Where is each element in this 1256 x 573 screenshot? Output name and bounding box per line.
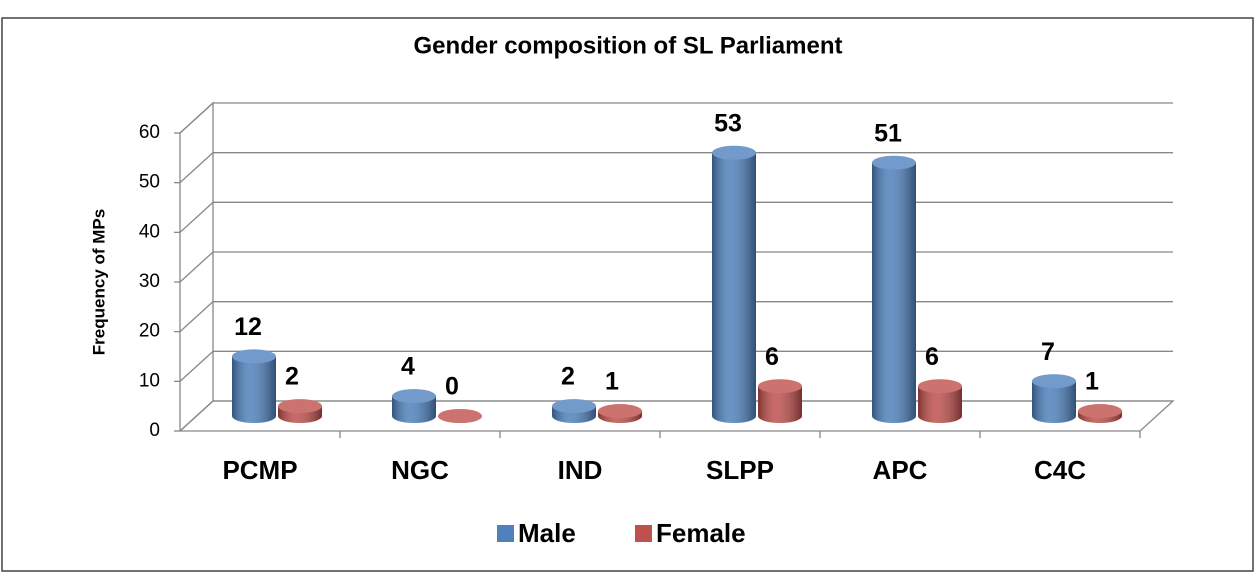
bar-top — [598, 404, 642, 419]
grid-line — [179, 201, 214, 233]
x-tick-label: IND — [558, 455, 603, 485]
bar-top-highlight — [872, 155, 916, 170]
legend-label: Male — [518, 518, 576, 548]
legend-swatch — [497, 525, 514, 542]
y-tick-label: 40 — [139, 221, 160, 242]
bar-top — [918, 379, 962, 394]
bar-top — [1078, 404, 1122, 419]
y-tick-label: 60 — [139, 122, 160, 143]
legend-swatch — [635, 525, 652, 542]
x-tick-label: PCMP — [222, 455, 297, 485]
bar-top — [552, 399, 596, 414]
grid-line — [179, 251, 214, 283]
bar-top-highlight — [1078, 404, 1122, 419]
bar-top — [758, 379, 802, 394]
grid-line — [179, 350, 214, 382]
bar-top-highlight — [552, 399, 596, 414]
value-label: 12 — [234, 313, 262, 341]
value-label: 2 — [285, 363, 299, 391]
bar-top — [392, 389, 436, 404]
bar-top-highlight — [278, 399, 322, 414]
grid-line — [179, 400, 214, 432]
y-tick-label: 20 — [139, 321, 160, 342]
value-label: 0 — [445, 373, 459, 401]
bar-top-highlight — [1032, 374, 1076, 389]
bar-top — [1032, 374, 1076, 389]
y-tick-label: 10 — [139, 370, 160, 391]
floor — [178, 400, 1175, 432]
value-label: 4 — [401, 353, 415, 381]
bar-shading — [712, 152, 756, 423]
bar-top — [712, 145, 756, 160]
bar-shading — [758, 386, 802, 423]
bar-shading — [918, 386, 962, 423]
bar-top — [438, 409, 482, 423]
grid-line — [179, 301, 214, 333]
y-tick-label: 50 — [139, 172, 160, 193]
chart-border — [1, 17, 1254, 572]
value-label: 1 — [1085, 368, 1099, 396]
bar-top-highlight — [598, 404, 642, 419]
x-tick-label: APC — [873, 455, 928, 485]
value-label: 2 — [561, 363, 575, 391]
chart-title: Gender composition of SL Parliament — [414, 32, 843, 59]
legend-label: Female — [656, 518, 746, 548]
x-tick-label: NGC — [391, 455, 449, 485]
bar-shading — [872, 162, 916, 423]
bar-top — [232, 349, 276, 364]
x-tick-label: SLPP — [706, 455, 774, 485]
value-label: 7 — [1041, 338, 1055, 366]
value-label: 51 — [874, 119, 902, 147]
bar-shading — [1032, 381, 1076, 423]
bar-top — [872, 155, 916, 170]
bar-shading — [232, 356, 276, 423]
bar-top-highlight — [712, 145, 756, 160]
bar-top-highlight — [918, 379, 962, 394]
bar-top-highlight — [438, 409, 482, 423]
y-axis-label: Frequency of MPs — [89, 209, 108, 355]
bar-shading — [392, 396, 436, 423]
bar-top-highlight — [392, 389, 436, 404]
grid-line — [179, 102, 214, 134]
value-label: 6 — [925, 343, 939, 371]
y-tick-label: 30 — [139, 271, 160, 292]
grid-line — [179, 152, 214, 184]
value-label: 6 — [765, 343, 779, 371]
bar-top-highlight — [758, 379, 802, 394]
value-label: 1 — [605, 368, 619, 396]
y-tick-label: 0 — [149, 420, 160, 441]
bar-top-highlight — [232, 349, 276, 364]
x-tick-label: C4C — [1034, 455, 1086, 485]
bar-top — [278, 399, 322, 414]
value-label: 53 — [714, 109, 742, 137]
